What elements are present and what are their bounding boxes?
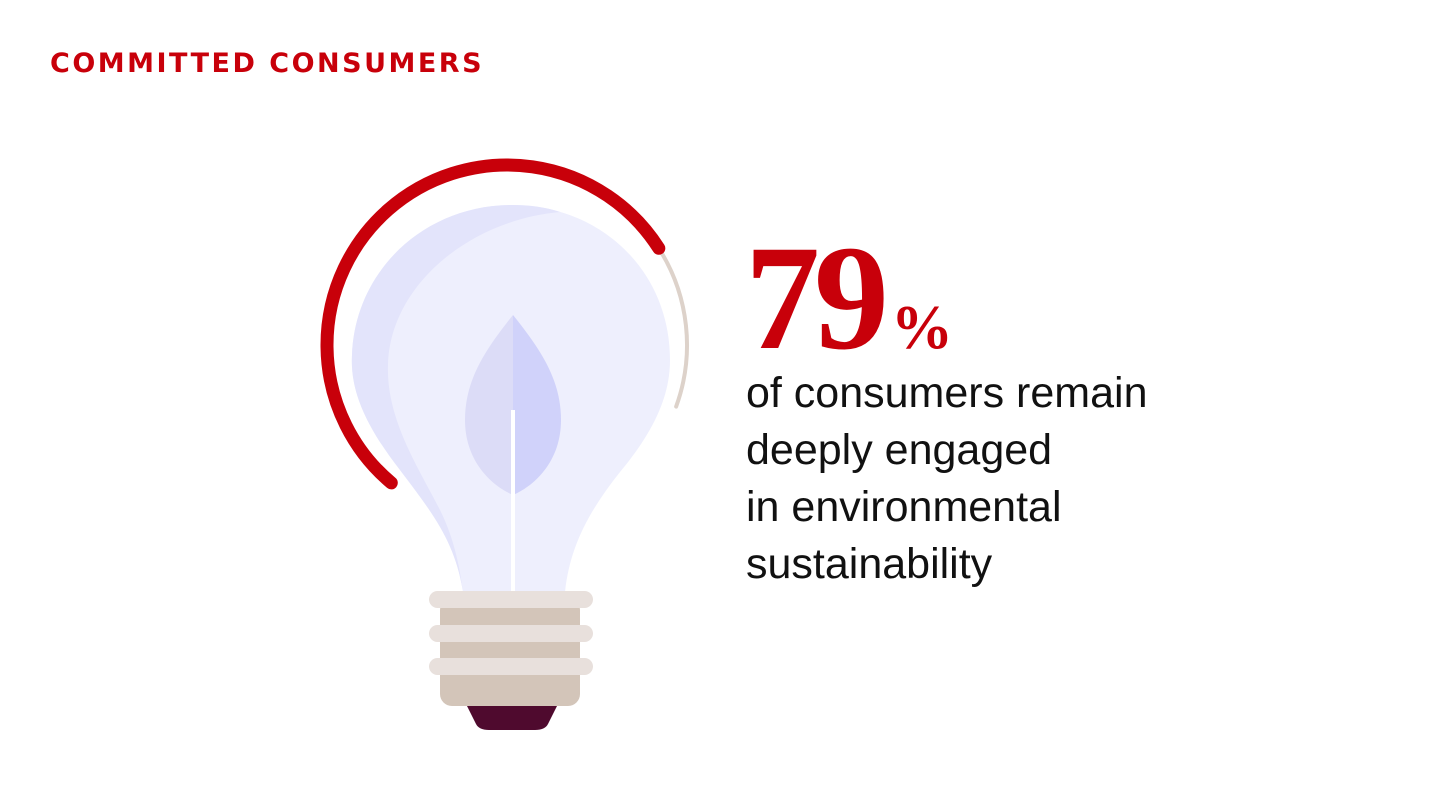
lightbulb: [351, 205, 670, 730]
leaf-right: [513, 315, 561, 495]
description-line: in environmental: [746, 483, 1062, 531]
gauge-track: [656, 246, 689, 409]
description-line: sustainability: [746, 540, 993, 588]
stat-unit: %: [891, 294, 953, 362]
leaf-left: [465, 315, 513, 495]
base-ring: [429, 591, 593, 608]
base-ring: [429, 625, 593, 642]
bulb-base: [440, 598, 580, 706]
stat-text: 79%: [745, 215, 953, 381]
bulb-glass-shade: [351, 205, 560, 592]
section-title: COMMITTED CONSUMERS: [50, 48, 484, 79]
stat-value: 79: [745, 215, 884, 381]
stat-description: of consumers remain deeply engaged in envi…: [746, 369, 1148, 588]
gauge-value: [320, 158, 666, 490]
gauge: [320, 158, 689, 490]
bulb-cap: [467, 706, 557, 730]
description-line: of consumers remain: [746, 369, 1148, 417]
description-line: deeply engaged: [746, 426, 1052, 474]
base-ring: [429, 658, 593, 675]
